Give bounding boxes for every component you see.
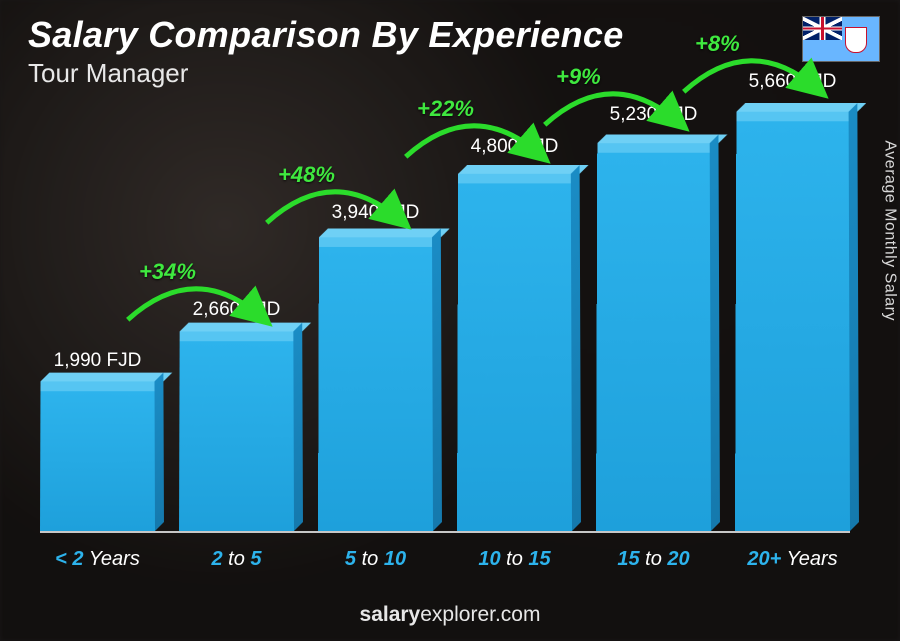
bar-value-label: 1,990 FJD [54,350,142,372]
x-axis-label: 15 to 20 [596,548,711,571]
percent-increase-badge: +9% [556,64,601,90]
bar [457,174,572,531]
brand-bold: salary [360,603,421,626]
bar-group: 3,940 FJD [318,202,433,531]
bar [179,331,294,531]
bar-group: 4,800 FJD [457,136,572,531]
percent-increase-badge: +48% [278,162,335,188]
x-axis-label: 2 to 5 [179,548,294,571]
bar [596,143,711,531]
percent-increase-badge: +8% [695,31,740,57]
x-axis-label: 10 to 15 [457,548,572,571]
x-axis-label: 5 to 10 [318,548,433,571]
y-axis-label: Average Monthly Salary [881,140,899,321]
x-axis-label: < 2 Years [40,548,155,571]
bar-group: 1,990 FJD [40,350,155,531]
x-axis: < 2 Years 2 to 5 5 to 10 10 to 15 15 to 20 20… [40,548,850,571]
percent-increase-badge: +22% [417,96,474,122]
bar [40,381,155,531]
bar-group: 5,230 FJD [596,104,711,531]
footer-brand: salaryexplorer.com [0,603,900,627]
bar-group: 5,660 FJD [735,71,850,531]
salary-bar-chart: 1,990 FJD2,660 FJD3,940 FJD4,800 FJD5,23… [40,110,850,571]
bar [318,237,433,531]
brand-rest: explorer.com [420,603,540,626]
percent-increase-badge: +34% [139,259,196,285]
x-axis-label: 20+ Years [735,548,850,571]
bar-group: 2,660 FJD [179,299,294,531]
bar [735,112,850,531]
